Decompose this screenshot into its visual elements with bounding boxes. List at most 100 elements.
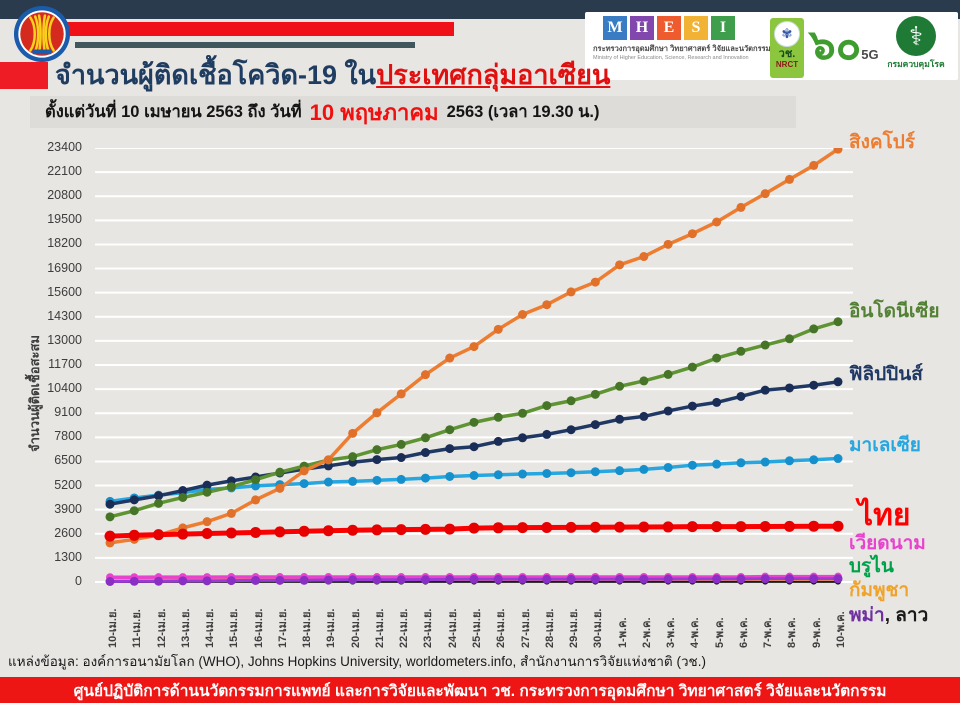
data-point-singapore [809,160,819,170]
data-point-myanmar [809,574,819,584]
data-point-thailand [589,521,601,533]
title-main: จำนวนผู้ติดเชื้อโควิด-19 ใน [55,60,377,90]
data-point-indonesia [833,317,843,327]
data-point-philippines [736,391,746,401]
y-tick-label: 15600 [47,284,82,299]
y-tick-label: 16900 [47,260,82,275]
source-note: แหล่งข้อมูล: องค์การอนามัยโลก (WHO), Joh… [8,654,706,669]
data-point-philippines [566,425,576,435]
series-indonesia [105,317,843,522]
data-point-singapore [712,217,722,227]
data-point-myanmar [154,576,164,586]
data-point-malaysia [760,457,770,467]
y-tick-label: 2600 [54,525,82,540]
data-point-singapore [784,174,794,184]
x-tick-label: 1-พ.ค. [616,617,629,648]
nrct-60th-anniversary-5g-logo: ๖๐5G [809,16,879,78]
x-tick-label: 8-พ.ค. [786,617,799,648]
data-point-philippines [639,411,649,421]
data-point-indonesia [639,376,649,386]
data-point-singapore [226,508,236,518]
mhesi-letter-E: E [657,16,681,40]
data-point-myanmar [590,574,600,584]
data-point-thailand [225,527,237,539]
legend-part: พม่า [849,605,885,626]
data-point-malaysia [784,456,794,466]
data-point-thailand [541,522,553,534]
data-point-thailand [783,520,795,532]
x-tick-label: 6-พ.ค. [737,617,750,648]
nrct-english-abbr: NRCT [775,60,799,69]
data-point-indonesia [420,433,430,443]
data-point-myanmar [736,574,746,584]
data-point-philippines [518,433,528,443]
data-point-philippines [396,453,406,463]
data-point-thailand [444,523,456,535]
data-point-malaysia [663,462,673,472]
data-point-singapore [420,370,430,380]
data-point-thailand [250,526,262,538]
data-point-thailand [104,530,116,542]
data-point-thailand [686,521,698,533]
nrct-thai-abbr: วช. [778,48,796,60]
legend-myanmar_laos: พม่า, ลาว [849,600,928,630]
data-point-myanmar [226,576,236,586]
data-point-singapore [202,517,212,527]
data-point-thailand [371,524,383,536]
data-point-singapore [251,495,261,505]
page-title: จำนวนผู้ติดเชื้อโควิด-19 ในประเทศกลุ่มอา… [55,53,610,96]
data-point-malaysia [687,460,697,470]
data-point-indonesia [687,362,697,372]
data-point-thailand [274,526,286,538]
mhesi-letter-H: H [630,16,654,40]
data-point-indonesia [712,353,722,363]
y-tick-label: 18200 [47,236,82,251]
data-point-singapore [639,252,649,262]
legend-thailand: ไทย [858,499,911,532]
data-point-indonesia [372,445,382,455]
legend-singapore: สิงคโปร์ [849,132,916,153]
legend-malaysia: มาเลเซีย [849,435,921,456]
ddc-name: กรมควบคุมโรค [887,59,945,69]
x-tick-label: 29-เม.ย. [568,608,581,648]
mhesi-letter-S: S [684,16,708,40]
data-point-myanmar [105,576,115,586]
data-point-philippines [105,499,115,509]
data-point-singapore [493,324,503,334]
data-point-indonesia [275,467,285,477]
data-point-thailand [711,521,723,533]
data-point-indonesia [178,492,188,502]
data-point-malaysia [736,458,746,468]
data-point-indonesia [105,512,115,522]
data-point-philippines [542,429,552,439]
data-point-philippines [202,480,212,490]
data-point-malaysia [251,481,261,491]
legend-philippines: ฟิลิปปินส์ [849,364,923,385]
x-tick-label: 7-พ.ค. [762,617,775,648]
x-tick-label: 30-เม.ย. [592,608,605,648]
data-point-malaysia [518,469,528,479]
data-point-indonesia [809,324,819,334]
data-point-myanmar [202,576,212,586]
data-point-philippines [469,442,479,452]
data-point-thailand [468,522,480,534]
data-point-malaysia [809,455,819,465]
data-point-indonesia [566,396,576,406]
x-tick-label: 15-เม.ย. [228,608,241,648]
data-point-malaysia [299,479,309,489]
x-tick-label: 25-เม.ย. [471,608,483,648]
data-point-indonesia [518,408,528,418]
x-tick-label: 9-พ.ค. [810,617,823,648]
data-point-singapore [615,260,625,270]
y-tick-label: 20800 [47,188,82,203]
subtitle-bar: ตั้งแต่วันที่ 10 เมษายน 2563 ถึง วันที่ … [30,96,796,128]
subtitle-suffix: 2563 (เวลา 19.30 น.) [446,103,600,121]
data-point-malaysia [323,477,333,487]
line-chart-plot [95,148,853,586]
data-point-singapore [760,189,770,199]
data-point-thailand [638,521,650,533]
x-tick-label: 17-เม.ย. [276,608,289,648]
x-tick-label: 26-เม.ย. [495,608,508,648]
